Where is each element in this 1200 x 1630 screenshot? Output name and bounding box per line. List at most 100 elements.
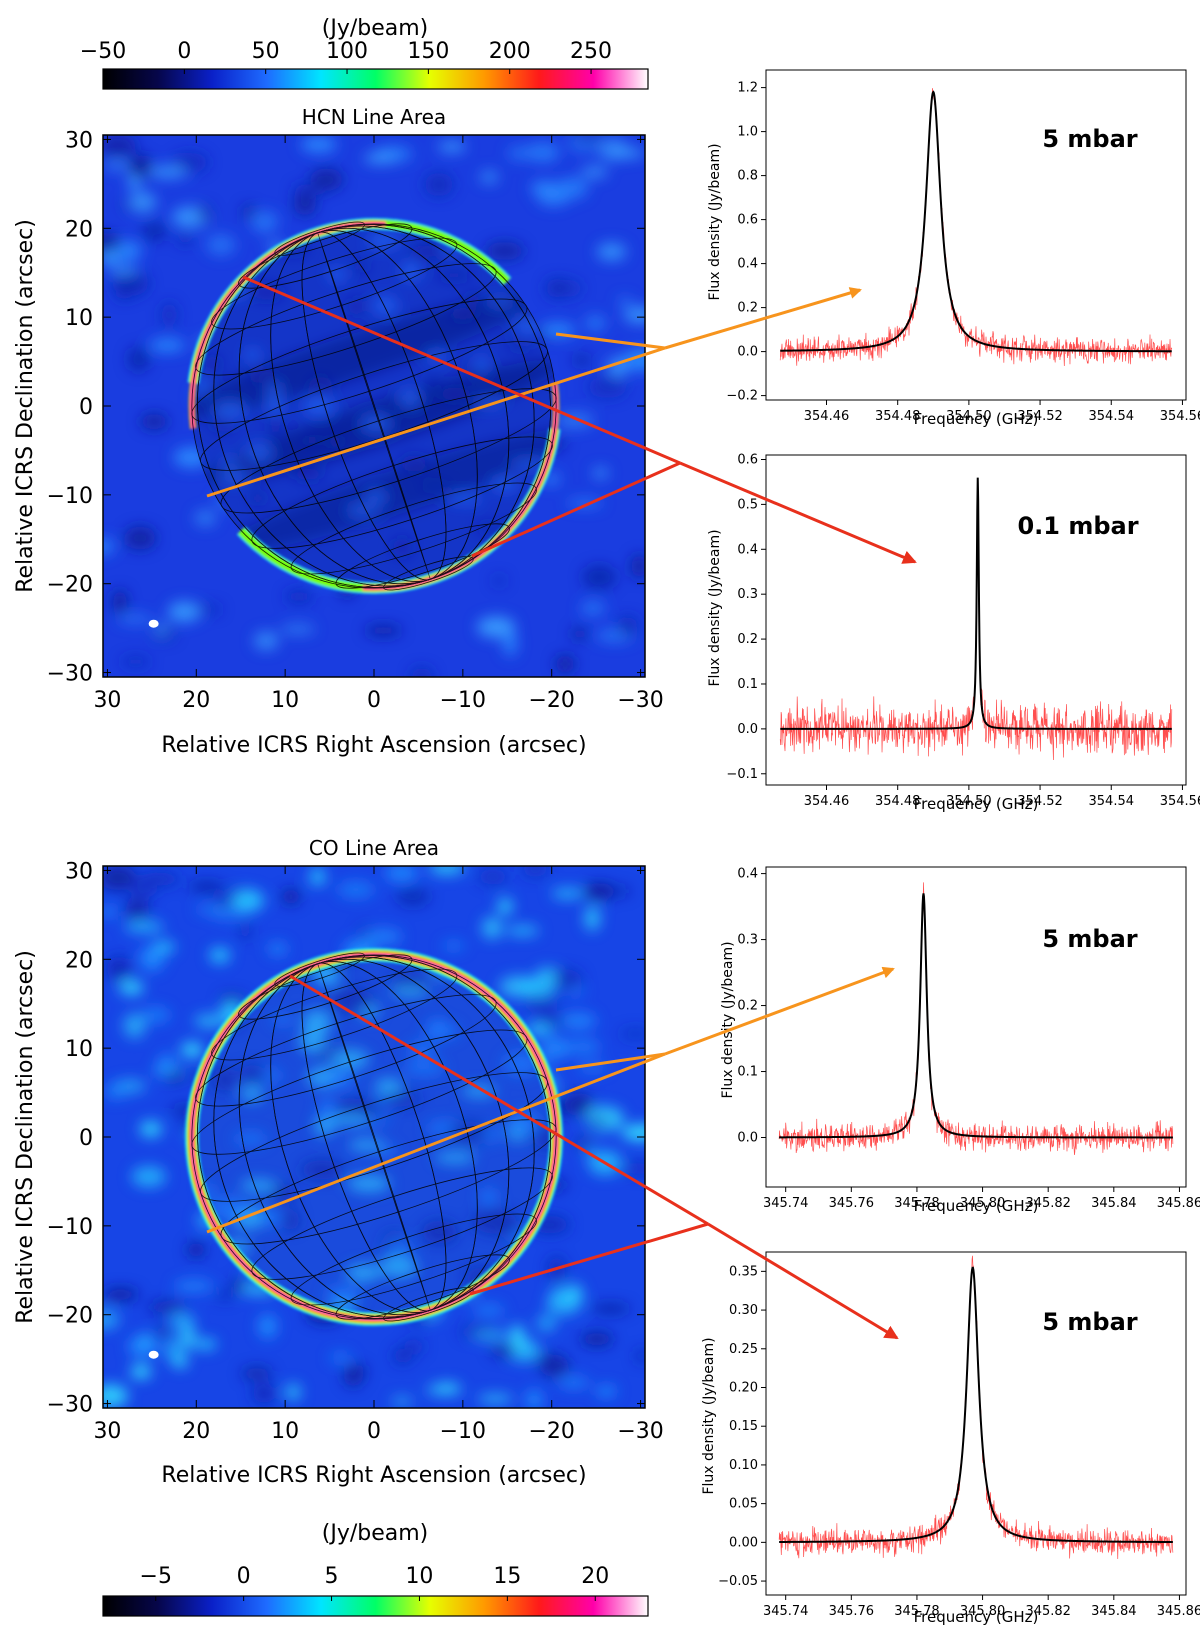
- disk-blob: [240, 1064, 266, 1085]
- map-noise-blob: [173, 1279, 214, 1293]
- disk-blob: [213, 402, 247, 419]
- map-hcn: HCN Line Area 30 20 10 0 −10 −20 −303020100−10…: [13, 105, 664, 758]
- map-noise-blob: [123, 1013, 146, 1039]
- spectrum-xtick-label: 345.82: [1025, 1196, 1071, 1211]
- colorbar-tick-label: 100: [326, 39, 368, 64]
- arrow-co-red-pointer: [707, 1222, 899, 1340]
- map-noise-blob: [485, 241, 524, 261]
- colorbar-co-ticks: −5 0 5 10 15 20: [140, 1564, 609, 1601]
- map-noise-blob: [285, 590, 313, 603]
- planet-grid: [191, 221, 557, 591]
- spectrum-xtick-label: 345.84: [1091, 1196, 1137, 1211]
- map-noise-blob: [129, 154, 152, 178]
- disk-blob: [280, 1209, 300, 1231]
- map-xtick-label: −20: [528, 1419, 574, 1444]
- map-xtick-label: 10: [271, 1419, 299, 1444]
- colorbar-tick-label: 200: [489, 39, 531, 64]
- colorbar-tick-label: 20: [581, 1564, 609, 1589]
- spectrum-ytick-label: 0.30: [729, 1303, 758, 1318]
- map-xtick-label: 10: [271, 688, 299, 713]
- spectrum-ytick-label: 0.2: [737, 999, 758, 1014]
- map-noise-blob: [363, 153, 398, 164]
- colorbar-tick-label: 0: [237, 1564, 251, 1589]
- disk-blob: [324, 1285, 363, 1303]
- colorbar-hcn-gradient: [102, 68, 649, 90]
- disk-band: [191, 292, 540, 418]
- planet-grid-latitude: [274, 221, 365, 256]
- planet-grid-latitude: [195, 994, 497, 1107]
- map-ytick-label: −20: [47, 1304, 93, 1329]
- planet-grid-latitude: [195, 263, 497, 376]
- disk-blob: [268, 1184, 296, 1204]
- map-co-xlabel: Relative ICRS Right Ascension (arcsec): [161, 1463, 586, 1488]
- map-noise-blob: [253, 631, 279, 651]
- disk-blob: [408, 1041, 436, 1058]
- map-noise-blob: [139, 945, 165, 971]
- map-hcn-xlabel: Relative ICRS Right Ascension (arcsec): [161, 733, 586, 758]
- disk-blob: [268, 381, 281, 400]
- planet-grid-latitude: [251, 1167, 553, 1280]
- map-ytick-label: −30: [47, 662, 93, 687]
- map-noise-blob: [521, 866, 549, 878]
- disk-blob: [399, 455, 428, 472]
- spectrum-xtick-label: 354.46: [804, 794, 850, 809]
- disk-blob: [491, 478, 519, 492]
- planet-grid-latitude: [335, 1254, 510, 1320]
- spectrum-xtick-label: 354.50: [946, 409, 992, 424]
- map-noise-blob: [194, 1338, 217, 1350]
- spectrum-xtick-label: 345.80: [960, 1196, 1006, 1211]
- spectrum-ytick-label: 0.3: [737, 933, 758, 948]
- disk-blob: [447, 493, 483, 504]
- map-ytick-label: −20: [47, 573, 93, 598]
- spectrum-ytick-label: 1.0: [737, 125, 758, 140]
- map-noise-blob: [103, 907, 118, 917]
- spectrum-ytick-label: 0.25: [729, 1342, 758, 1357]
- map-noise-blob: [530, 180, 560, 196]
- map-noise-blob: [623, 306, 645, 324]
- map-noise-blob: [424, 172, 454, 197]
- disk-blob: [434, 1151, 476, 1164]
- disk-blob: [374, 1078, 403, 1096]
- arrow-hcn-red-chord: [242, 275, 681, 465]
- map-noise-blob: [554, 279, 583, 297]
- colorbar-tick-label: −50: [80, 39, 126, 64]
- map-noise-blob: [631, 554, 645, 579]
- spectrum-hcn-01mbar: 354.46 354.48 354.50 354.52 354.54 354.56 −0.1…: [707, 452, 1200, 813]
- planet-grid-outline: [191, 954, 557, 1320]
- disk-blob: [204, 354, 221, 374]
- map-noise-blob: [492, 576, 506, 586]
- map-xtick-label: −10: [440, 688, 486, 713]
- map-ytick-label: 0: [79, 395, 93, 420]
- map-noise-blob: [580, 1332, 614, 1346]
- disk-blob: [328, 434, 343, 450]
- planet-grid-longitude: [197, 224, 551, 588]
- spectrum-xtick-label: 354.56: [1160, 409, 1200, 424]
- planet-grid-longitude: [197, 955, 551, 1319]
- map-noise-blob: [477, 868, 508, 885]
- colorbar-hcn-ticks: −50 0 50 100 150 200 250: [80, 39, 612, 74]
- map-hcn-ylabel: Relative ICRS Declination (arcsec): [13, 219, 38, 593]
- disk-band: [219, 427, 557, 554]
- arrow-co-orange-chord: [206, 1052, 666, 1234]
- map-noise-blob: [617, 296, 633, 307]
- map-hcn-title: HCN Line Area: [302, 105, 446, 129]
- spectrum-xtick-label: 354.54: [1089, 409, 1135, 424]
- map-noise-blob: [473, 1303, 505, 1318]
- spectrum-co-5mbar-2-label: 5 mbar: [1042, 1308, 1137, 1336]
- map-noise-blob: [559, 1012, 597, 1030]
- colorbar-tick-label: 50: [252, 39, 280, 64]
- spectrum-ytick-label: 0.20: [729, 1380, 758, 1395]
- planet-grid-latitude: [238, 954, 413, 1020]
- planet-grid-latitude: [200, 1072, 548, 1202]
- spectrum-fit-line: [780, 90, 1172, 353]
- arrow-hcn-orange-link: [555, 332, 666, 350]
- map-noise-blob: [267, 942, 288, 956]
- map-noise-blob: [550, 1285, 584, 1304]
- spectrum-xtick-label: 354.50: [946, 794, 992, 809]
- disk-blob: [318, 1097, 336, 1121]
- map-co-title: CO Line Area: [309, 836, 439, 860]
- map-noise-blob: [241, 1367, 273, 1381]
- map-noise-blob: [103, 135, 137, 158]
- disk-blob: [379, 1256, 419, 1278]
- map-noise-blob: [621, 1124, 645, 1142]
